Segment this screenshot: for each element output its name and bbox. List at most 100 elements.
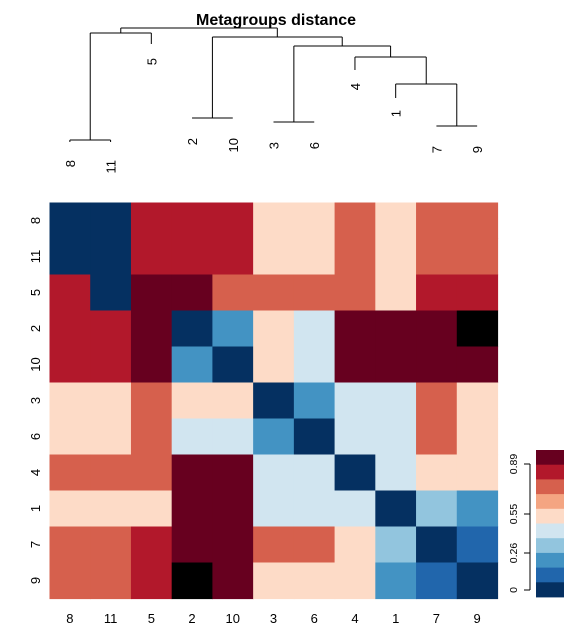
heatmap-cell-4-4	[334, 454, 376, 492]
heatmap-cell-9-6	[293, 562, 336, 600]
heatmap-cell-10-10	[212, 346, 254, 384]
color-key-swatch	[536, 479, 564, 495]
heatmap-cell-11-6	[293, 238, 336, 276]
heatmap-cell-9-8	[49, 562, 91, 600]
heatmap-cell-8-6	[293, 202, 336, 240]
heatmap-cell-10-8	[49, 346, 91, 384]
heatmap-cell-6-1	[375, 418, 417, 456]
dendrogram-leaf-label: 8	[63, 160, 78, 167]
heatmap-cell-8-3	[253, 202, 295, 240]
color-key-swatch	[536, 450, 564, 466]
heatmap-cell-7-4	[334, 526, 376, 564]
heatmap-cell-1-7	[416, 490, 458, 528]
heatmap-cell-3-9	[456, 382, 499, 420]
heatmap-cell-8-10	[212, 202, 254, 240]
row-label: 5	[28, 289, 43, 296]
heatmap-cell-2-4	[334, 310, 376, 348]
heatmap-cell-4-2	[171, 454, 214, 492]
heatmap-cell-3-2	[171, 382, 214, 420]
row-label: 2	[28, 325, 43, 332]
heatmap-cell-1-10	[212, 490, 254, 528]
color-key-swatch	[536, 538, 564, 554]
dendrogram-leaf-label: 3	[267, 142, 282, 149]
column-label: 4	[351, 611, 358, 626]
row-label: 3	[28, 397, 43, 404]
row-label: 6	[28, 433, 43, 440]
row-label: 8	[28, 217, 43, 224]
heatmap-cell-11-4	[334, 238, 376, 276]
color-key-swatch	[536, 508, 564, 524]
heatmap-cell-9-5	[130, 562, 173, 600]
column-label: 3	[270, 611, 277, 626]
heatmap-cell-11-10	[212, 238, 254, 276]
column-label: 6	[311, 611, 318, 626]
column-label: 9	[474, 611, 481, 626]
heatmap-cell-4-11	[90, 454, 132, 492]
heatmap-cell-2-5	[130, 310, 173, 348]
heatmap-cell-5-2	[171, 274, 214, 312]
heatmap-cell-2-2	[171, 310, 214, 348]
column-label: 11	[104, 611, 118, 626]
heatmap-cell-2-10	[212, 310, 254, 348]
heatmap-cell-11-11	[90, 238, 132, 276]
heatmap-cell-3-4	[334, 382, 376, 420]
heatmap-grid	[49, 202, 499, 600]
heatmap-cell-5-8	[49, 274, 91, 312]
heatmap-cell-7-7	[416, 526, 458, 564]
heatmap-cell-9-10	[212, 562, 254, 600]
heatmap-cell-8-7	[416, 202, 458, 240]
heatmap-cell-3-3	[253, 382, 295, 420]
column-label: 10	[226, 611, 240, 626]
heatmap-cell-2-3	[253, 310, 295, 348]
heatmap-cell-10-5	[130, 346, 173, 384]
heatmap-cell-1-3	[253, 490, 295, 528]
heatmap-cell-2-1	[375, 310, 417, 348]
heatmap-cell-1-2	[171, 490, 214, 528]
dendrogram-leaf-label: 10	[226, 138, 241, 152]
column-label: 2	[188, 611, 195, 626]
heatmap-cell-6-8	[49, 418, 91, 456]
heatmap-cell-3-10	[212, 382, 254, 420]
chart-title: Metagroups distance	[196, 12, 356, 29]
heatmap-cell-2-6	[293, 310, 336, 348]
column-label: 7	[433, 611, 440, 626]
row-labels: 8 11 5 2 10 3 6 4 1 7 9	[28, 217, 43, 584]
heatmap-cell-4-8	[49, 454, 91, 492]
heatmap-cell-6-4	[334, 418, 376, 456]
heatmap-cell-10-11	[90, 346, 132, 384]
heatmap-cell-1-6	[293, 490, 336, 528]
color-key-swatch	[536, 567, 564, 583]
dendrogram-leaf-label: 6	[307, 142, 322, 149]
heatmap-cell-7-3	[253, 526, 295, 564]
heatmap-cell-10-9	[456, 346, 499, 384]
dendrogram-leaf-label: 9	[470, 146, 485, 153]
dendrogram-leaf-label: 11	[104, 160, 119, 174]
heatmap-cell-5-1	[375, 274, 417, 312]
row-label: 7	[28, 541, 43, 548]
heatmap-cell-5-10	[212, 274, 254, 312]
heatmap-cell-5-9	[456, 274, 499, 312]
heatmap-cell-7-1	[375, 526, 417, 564]
heatmap-cell-4-10	[212, 454, 254, 492]
heatmap-cell-9-2	[171, 562, 214, 600]
heatmap-cell-4-6	[293, 454, 336, 492]
dendrogram-leaf-label: 7	[429, 146, 444, 153]
heatmap-cell-11-5	[130, 238, 173, 276]
heatmap-cell-8-4	[334, 202, 376, 240]
heatmap-cell-7-10	[212, 526, 254, 564]
color-key-tick-label: 0	[508, 587, 520, 593]
dendrogram-leaf-label: 2	[185, 138, 200, 145]
heatmap-cell-10-2	[171, 346, 214, 384]
color-key-swatch	[536, 582, 564, 598]
column-label: 5	[148, 611, 155, 626]
color-key-swatch	[536, 464, 564, 480]
color-key: 0 0.26 0.55 0.89	[508, 450, 564, 598]
heatmap-cell-7-6	[293, 526, 336, 564]
heatmap-cell-8-9	[456, 202, 499, 240]
row-label: 9	[28, 577, 43, 584]
heatmap-cell-5-11	[90, 274, 132, 312]
heatmap-cell-5-3	[253, 274, 295, 312]
heatmap-cell-1-5	[130, 490, 173, 528]
heatmap-cell-3-5	[130, 382, 173, 420]
